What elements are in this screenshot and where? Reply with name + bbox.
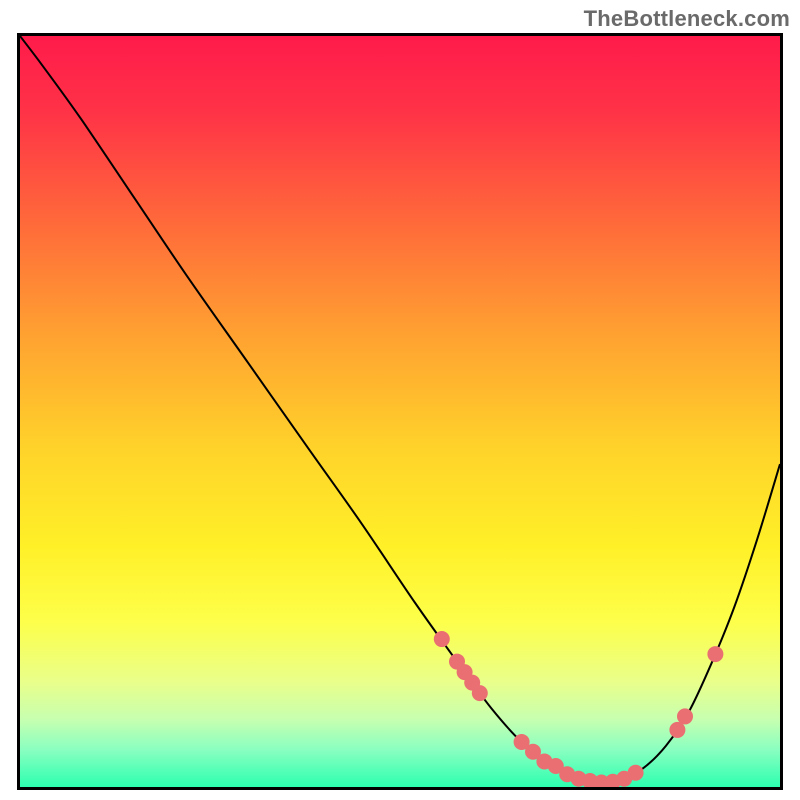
data-marker	[707, 646, 723, 662]
data-marker	[434, 631, 450, 647]
data-marker	[628, 765, 644, 781]
chart-svg	[20, 36, 780, 787]
data-marker	[472, 685, 488, 701]
data-marker-group	[434, 631, 724, 787]
bottleneck-curve	[20, 36, 780, 783]
chart-container: TheBottleneck.com	[0, 0, 800, 800]
data-marker	[669, 722, 685, 738]
watermark-text: TheBottleneck.com	[584, 6, 790, 32]
plot-frame	[17, 33, 783, 790]
data-marker	[677, 708, 693, 724]
